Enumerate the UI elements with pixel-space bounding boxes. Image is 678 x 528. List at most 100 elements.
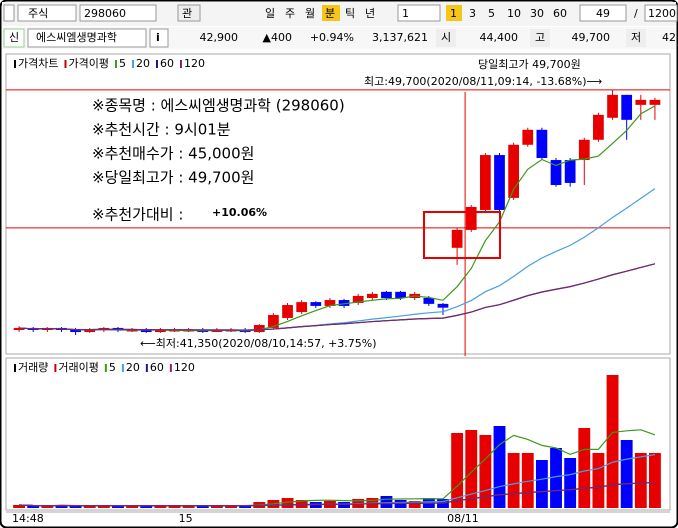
interval-select[interactable] [397,4,441,22]
legend-swatch [131,60,134,68]
legend-swatch [14,364,16,372]
legend-swatch [145,364,148,372]
open-label: 시 [441,31,451,44]
legend-item: 20 [126,361,140,374]
volume-bar [465,430,478,508]
legend-item: 5 [119,57,126,70]
volume-bar [97,506,110,508]
candle-body [564,160,576,183]
volume-bar [83,506,96,508]
info-button[interactable] [149,28,169,48]
volume-bar [521,453,534,508]
legend-swatch [169,364,172,372]
volume-bar [380,496,393,508]
price-ma [19,263,656,331]
candle-body [578,139,590,161]
view-button[interactable] [177,4,201,22]
period-button[interactable] [342,5,360,21]
candle-body [381,291,392,298]
market-select[interactable] [17,4,77,22]
code-input[interactable] [79,4,157,22]
candle-body [268,315,279,328]
period: 주 [285,7,295,20]
period: 월 [305,7,315,20]
price: 42,900 [200,31,239,44]
candle-body [649,99,661,105]
interval-option: 60 [553,7,567,20]
candle-body [70,329,81,333]
interval-button[interactable] [446,5,462,21]
volume: 3,137,621 [372,31,428,44]
x-tick-label: 14:48 [12,512,44,525]
legend-swatch [14,60,16,68]
market: 주식 [28,7,48,20]
spacer [3,4,15,22]
interval: 1 [402,7,409,20]
view: 관 [182,7,192,20]
high-callout: 당일최고가 49,700원 [478,57,581,71]
legend-item: 20 [136,57,150,70]
legend-swatch [179,60,182,68]
volume-bar [69,506,82,508]
legend-item: 가격차트 [18,57,58,70]
volume-bar [55,505,68,508]
open: 44,400 [480,31,519,44]
volume-bar [338,502,350,508]
period-button[interactable] [322,5,340,21]
candle-body [480,155,491,210]
period-button[interactable] [262,5,280,21]
interval-button[interactable] [549,5,569,21]
high-marker: 최고:49,700(2020/08/11,09:14, -13.68%)⟶ [364,75,603,88]
candle-body [451,229,463,248]
interval-button[interactable] [503,5,523,21]
interval-option: 30 [530,7,544,20]
volume-bar [41,506,54,508]
candle-body [296,302,308,313]
volume-bar [634,453,647,508]
interval-button[interactable] [526,5,546,21]
volume-bar [182,506,195,508]
rate: +0.94% [310,31,354,44]
volume-bar [394,500,407,508]
legend-swatch [155,60,158,68]
volume-bar [225,506,237,508]
name-box [27,28,147,48]
total-input[interactable] [644,4,678,22]
legend-item: 거래량 [18,361,48,374]
volume-bar [550,448,562,508]
volume-bar [564,458,577,508]
separator: / [634,7,638,20]
volume-bar [112,505,124,508]
legend-item: 120 [174,361,195,374]
volume-bar [168,506,181,508]
gain: +10.06% [212,206,267,219]
volume-bar [13,505,25,508]
candle-body [395,291,406,298]
candle-body [621,94,633,120]
period-button[interactable] [282,5,300,21]
period: 일 [265,6,275,20]
interval-option: 3 [469,7,476,20]
note: ※추천시간 : 9시01분 [92,121,231,139]
period-button[interactable] [362,5,380,21]
legend-swatch [114,60,117,68]
period-button[interactable] [302,5,320,21]
volume-bar [606,375,619,508]
interval-button[interactable] [484,5,500,21]
count-input[interactable] [579,4,627,22]
candle-body [550,160,562,185]
change: ▲400 [263,31,292,44]
interval-option: 1 [450,7,457,20]
highlight-box [423,211,501,259]
interval-button[interactable] [465,5,481,21]
low-marker: ⟵최저:41,350(2020/08/10,14:57, +3.75%) [140,337,377,350]
candle-body [508,144,519,198]
info: i [156,31,160,44]
candle-body [437,303,449,308]
legend-swatch [121,364,124,372]
candle-body [338,300,350,306]
code: 298060 [84,7,126,20]
candle-body [211,329,223,333]
